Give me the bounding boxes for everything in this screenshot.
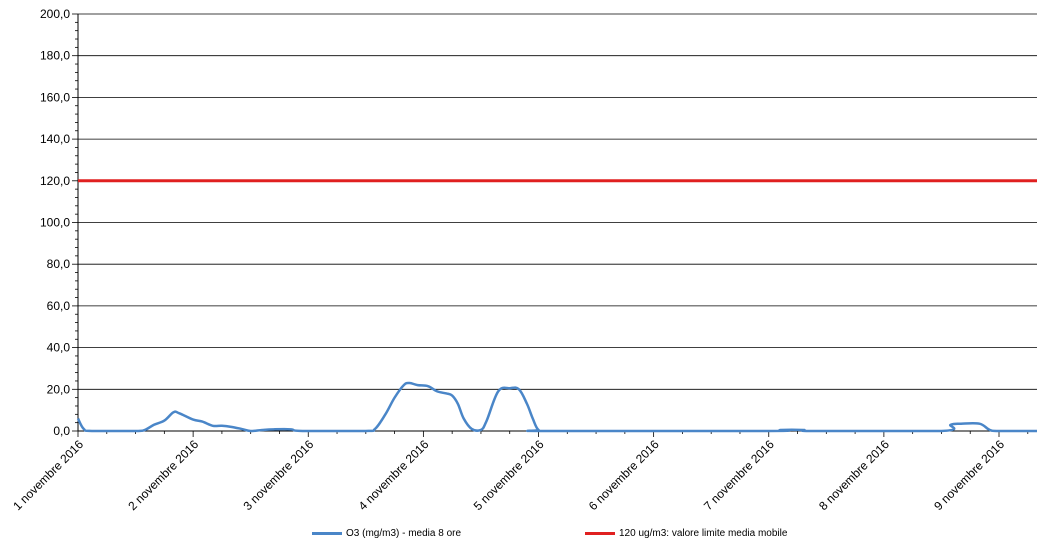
y-tick-label: 160,0 (40, 90, 70, 104)
y-tick-label: 140,0 (40, 132, 70, 146)
y-tick-label: 120,0 (40, 174, 70, 188)
legend-swatch-limit (585, 532, 615, 535)
x-tick-label: 2 novembre 2016 (125, 437, 201, 513)
y-tick-label: 100,0 (40, 216, 70, 230)
y-tick-label: 20,0 (47, 382, 71, 396)
series-o3-line (76, 381, 1037, 433)
x-tick-label: 5 novembre 2016 (471, 437, 547, 513)
x-tick-label: 1 novembre 2016 (10, 437, 86, 513)
chart-svg: 0,0 20,0 40,0 60,0 80,0 100,0 120,0 140,0 160,0 1… (10, 7, 1037, 513)
legend-item-o3: O3 (mg/m3) - media 8 ore (312, 528, 461, 539)
y-tick-label: 40,0 (47, 341, 71, 355)
x-tick-label: 7 novembre 2016 (701, 437, 777, 513)
x-tick-label: 3 novembre 2016 (240, 437, 316, 513)
legend: O3 (mg/m3) - media 8 ore 120 ug/m3: valo… (0, 528, 1037, 544)
x-tick-label: 6 novembre 2016 (586, 437, 662, 513)
legend-swatch-o3 (312, 532, 342, 535)
y-tick-label: 60,0 (47, 299, 71, 313)
y-tick-label: 0,0 (53, 424, 70, 438)
x-tick-label: 8 novembre 2016 (816, 437, 892, 513)
y-tick-label: 200,0 (40, 7, 70, 21)
y-tick-label: 80,0 (47, 257, 71, 271)
y-tick-label: 180,0 (40, 49, 70, 63)
x-tick-label: 4 novembre 2016 (356, 437, 432, 513)
legend-label-limit: 120 ug/m3: valore limite media mobile (619, 528, 788, 539)
x-tick-label: 9 novembre 2016 (931, 437, 1007, 513)
legend-item-limit: 120 ug/m3: valore limite media mobile (585, 528, 787, 539)
legend-label-o3: O3 (mg/m3) - media 8 ore (346, 528, 462, 539)
